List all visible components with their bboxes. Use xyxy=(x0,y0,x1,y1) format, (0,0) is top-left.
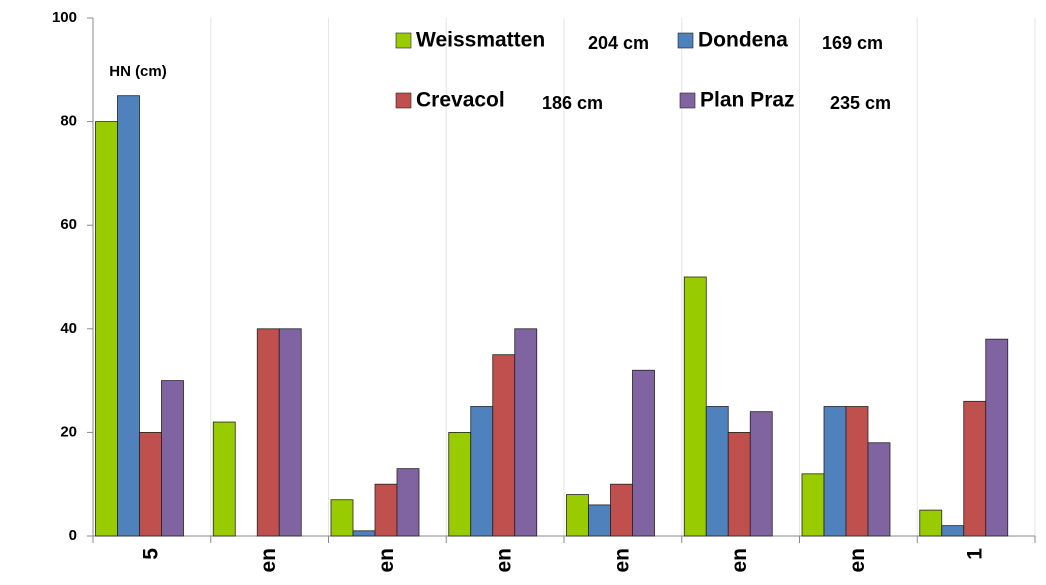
bar xyxy=(985,338,1009,537)
bar xyxy=(374,483,398,537)
bar xyxy=(566,494,589,537)
legend-annotation: 169 cm xyxy=(822,33,883,53)
y-tick-label: 20 xyxy=(60,423,77,440)
bar xyxy=(492,354,516,537)
bar xyxy=(963,400,987,537)
bar xyxy=(823,406,847,537)
bar xyxy=(139,431,162,537)
bar xyxy=(749,411,773,537)
legend-swatch xyxy=(679,92,696,109)
bar xyxy=(588,504,611,537)
bar xyxy=(941,525,965,537)
bar xyxy=(632,369,655,537)
y-tick-label: 0 xyxy=(69,527,77,544)
x-tick-label: en xyxy=(493,548,516,573)
x-tick-label: en xyxy=(728,548,751,573)
bar xyxy=(801,473,825,537)
bar xyxy=(514,328,538,537)
legend-swatch xyxy=(677,32,694,49)
x-tick-label: 1 xyxy=(964,548,987,560)
bar xyxy=(470,406,494,537)
bar xyxy=(278,328,302,537)
bar xyxy=(610,483,633,537)
legend-label: Plan Praz xyxy=(700,89,795,112)
bar xyxy=(705,406,729,537)
bar xyxy=(95,121,118,537)
bar xyxy=(683,276,707,537)
bar xyxy=(161,380,184,537)
legend-annotation: 235 cm xyxy=(830,93,891,113)
x-tick-label: en xyxy=(846,548,869,573)
y-tick-label: 40 xyxy=(60,320,77,337)
bar xyxy=(867,442,891,537)
y-tick-label: 60 xyxy=(60,216,77,233)
bar xyxy=(845,406,869,537)
x-tick-label: 5 xyxy=(139,548,162,560)
bar xyxy=(448,431,472,537)
bar xyxy=(117,95,140,537)
legend-annotation: 204 cm xyxy=(588,33,649,53)
bar xyxy=(330,499,354,537)
y-tick-label: 100 xyxy=(52,9,77,26)
bar xyxy=(256,328,280,537)
legend-annotation: 186 cm xyxy=(542,93,603,113)
bar xyxy=(919,509,943,537)
bar xyxy=(352,530,376,537)
x-tick-label: en xyxy=(257,548,280,573)
x-tick-label: en xyxy=(375,548,398,573)
bar xyxy=(396,468,420,537)
legend-label: Dondena xyxy=(698,29,788,52)
y-axis-label: HN (cm) xyxy=(109,63,167,80)
legend-label: Weissmatten xyxy=(416,29,545,52)
bar xyxy=(212,421,236,537)
legend-swatch xyxy=(395,32,412,49)
legend-swatch xyxy=(395,92,412,109)
x-tick-label: en xyxy=(610,548,633,573)
bar xyxy=(727,431,751,537)
y-tick-label: 80 xyxy=(60,113,77,130)
legend-label: Crevacol xyxy=(416,89,505,112)
